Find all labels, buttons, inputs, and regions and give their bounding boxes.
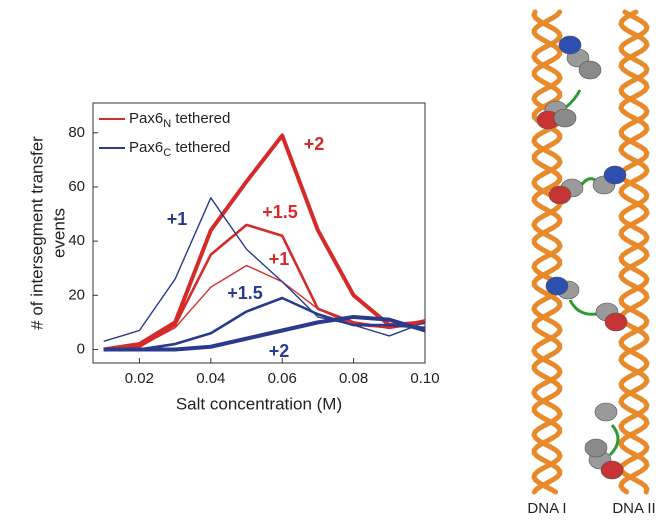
legend-suffix: tethered [171,110,230,127]
protein-blob [579,61,601,79]
legend-text: Pax6 [129,110,163,127]
legend-label: Pax6N tethered [129,110,230,130]
legend-subscript: C [163,147,171,159]
y-tick-label: 80 [68,124,85,141]
legend-text: Pax6 [129,139,163,156]
protein-blob [604,166,626,184]
x-tick-label: 0.08 [339,370,368,387]
linker [565,90,580,108]
linker [610,425,618,455]
data-line [104,225,425,350]
protein-blob [546,277,568,295]
protein-blob [549,186,571,204]
legend-suffix: tethered [171,139,230,156]
figure: 0 20 40 60 80 0.02 0.04 0.06 0.08 0.10 Salt concen… [0,0,665,525]
illustration: DNA I DNA II [527,12,655,517]
protein-blob [605,313,627,331]
series-label: +2 [269,341,290,361]
data-line [104,298,425,349]
dna-label: DNA II [612,500,655,517]
y-axis-title: events [49,208,68,258]
y-axis-title: # of intersegment transfer [27,136,46,330]
x-tick-label: 0.04 [196,370,225,387]
protein-blob [585,439,607,457]
y-tick-label: 0 [77,340,85,357]
data-line [104,317,425,350]
series-label: +1 [167,209,188,229]
chart: 0 20 40 60 80 0.02 0.04 0.06 0.08 0.10 Salt concen… [27,103,439,413]
legend-label: Pax6C tethered [129,139,230,159]
x-tick-label: 0.02 [125,370,154,387]
series-label: +1.5 [262,202,298,222]
series-label: +1 [269,249,290,269]
y-tick-label: 20 [68,286,85,303]
legend-subscript: N [163,118,171,130]
dna-label: DNA I [527,500,566,517]
series-label: +2 [304,134,325,154]
y-tick-label: 60 [68,178,85,195]
protein-blob [601,461,623,479]
protein-blob [559,36,581,54]
x-tick-label: 0.10 [410,370,439,387]
x-tick-label: 0.06 [268,370,297,387]
protein-blob [595,403,617,421]
series-label: +1.5 [227,283,263,303]
x-axis-title: Salt concentration (M) [176,394,342,413]
protein-blob [554,109,576,127]
y-tick-label: 40 [68,232,85,249]
